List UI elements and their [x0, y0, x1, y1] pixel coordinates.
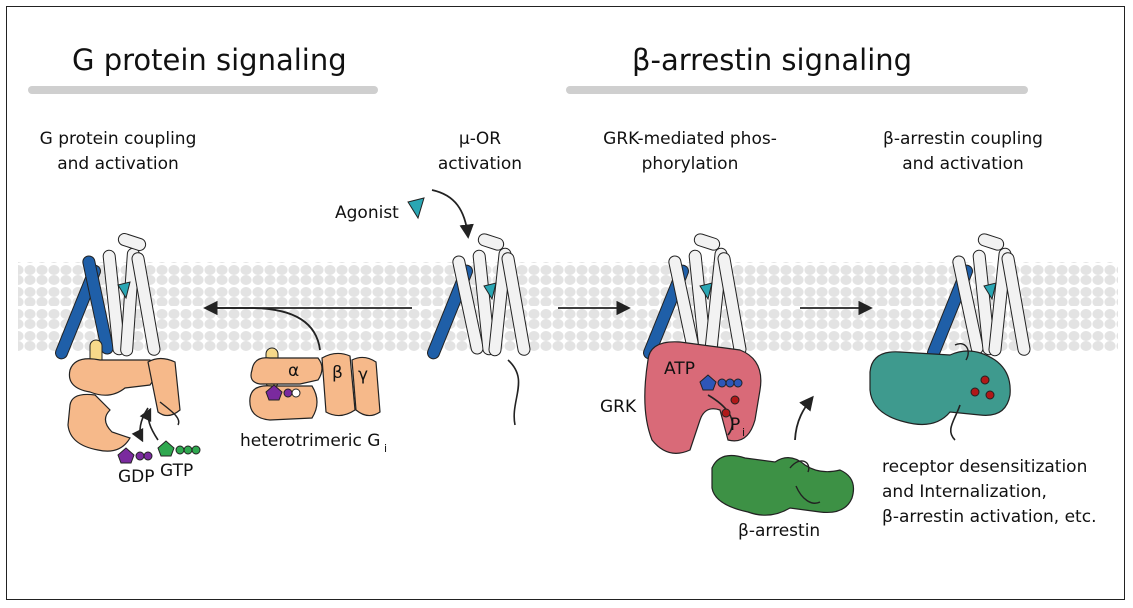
step-mor-line1: μ-OR [459, 129, 501, 149]
agonist-binding-arrow [431, 189, 474, 239]
gamma-label: γ [358, 365, 368, 385]
step-arrestin-line1: β-arrestin coupling [883, 129, 1043, 149]
receptor-arrestin [927, 233, 1031, 360]
step-arrestin-line2: and activation [902, 154, 1024, 174]
g-protein-bound [67, 339, 181, 452]
gtp-icon [157, 440, 201, 457]
membrane-upper-leaflet [18, 262, 1118, 306]
arrestin-section-bar [566, 86, 1028, 94]
outcome-line2: and Internalization, [882, 482, 1047, 502]
pi-subscript: i [742, 426, 745, 439]
pi-label: P [730, 415, 740, 435]
gdp-icon [117, 447, 153, 464]
arrestin-free [711, 455, 855, 516]
arrestin-bound [869, 343, 1011, 441]
step-grk-line2: phorylation [642, 154, 739, 174]
grk-label: GRK [600, 397, 637, 417]
receptor-g-coupled [55, 233, 161, 360]
step-grk-line1: GRK-mediated phos- [603, 129, 777, 149]
outcome-line3: β-arrestin activation, etc. [882, 507, 1096, 527]
step-g-coupling-line1: G protein coupling [40, 129, 197, 149]
agonist-label: Agonist [335, 203, 399, 223]
outcome-line1: receptor desensitization [882, 457, 1087, 477]
heterotrimeric-label: heterotrimeric G [240, 431, 380, 451]
gdp-label: GDP [118, 467, 155, 487]
atp-label: ATP [664, 359, 695, 379]
arrestin-recruit-arrow [794, 395, 814, 441]
alpha-label: α [288, 361, 299, 381]
arrestin-label: β-arrestin [738, 521, 820, 541]
step-g-coupling-line2: and activation [57, 154, 179, 174]
grk-kinase [644, 341, 762, 454]
receptor-mor [427, 233, 531, 426]
beta-label: β [332, 363, 343, 383]
agonist-icon [407, 197, 425, 220]
g-protein-heterotrimer [249, 347, 381, 421]
arrestin-section-title: β-arrestin signaling [632, 43, 912, 77]
g-protein-section-bar [28, 86, 378, 94]
gtp-label: GTP [160, 461, 193, 481]
step-mor-line2: activation [438, 154, 522, 174]
g-protein-section-title: G protein signaling [72, 43, 347, 77]
heterotrimeric-subscript: i [384, 442, 387, 455]
